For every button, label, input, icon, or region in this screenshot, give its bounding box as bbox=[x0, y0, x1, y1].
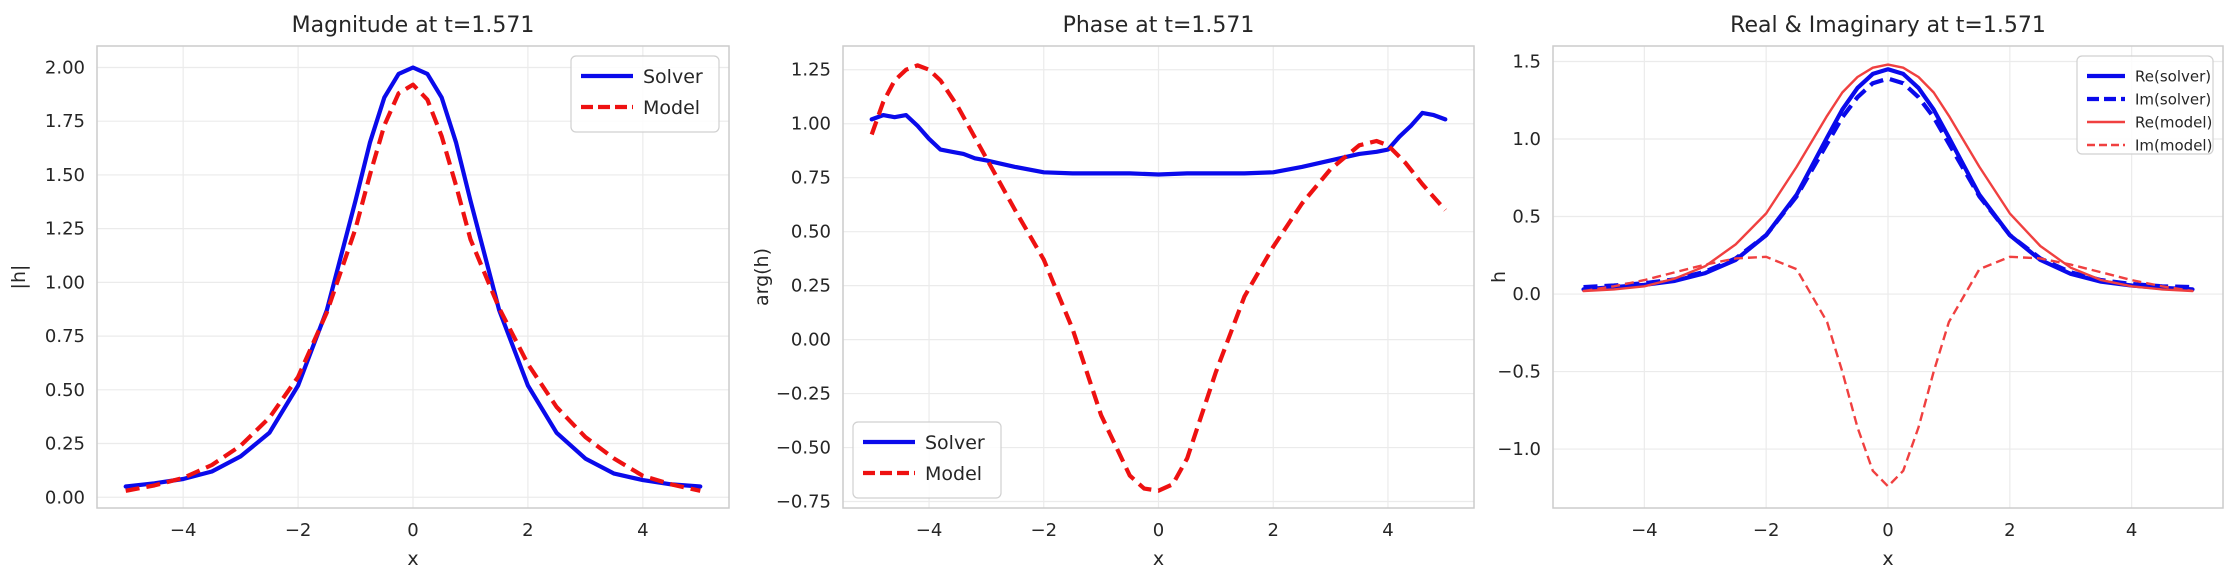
y-tick-label: 1.75 bbox=[45, 111, 85, 132]
x-tick-label: −4 bbox=[916, 520, 943, 541]
y-tick-label: 0.00 bbox=[791, 330, 831, 351]
legend: Solver Model bbox=[570, 55, 720, 133]
x-tick-label: −4 bbox=[170, 520, 197, 541]
y-tick-label: 1.00 bbox=[791, 114, 831, 135]
legend-box bbox=[2076, 55, 2214, 155]
legend-label: Solver bbox=[925, 432, 985, 454]
legend-label: Solver bbox=[643, 66, 703, 88]
y-tick-label: 1.25 bbox=[45, 219, 85, 240]
x-tick-label: 2 bbox=[2004, 520, 2015, 541]
x-tick-label: 4 bbox=[1382, 520, 1393, 541]
y-tick-label: 1.0 bbox=[1512, 129, 1541, 150]
y-tick-label: 0.75 bbox=[791, 168, 831, 189]
series-line-re-solver- bbox=[1581, 67, 2195, 292]
y-tick-label: 1.5 bbox=[1512, 52, 1541, 73]
x-tick-label: −4 bbox=[1631, 520, 1658, 541]
y-tick-label: −0.25 bbox=[776, 384, 831, 405]
chart-title: Phase at t=1.571 bbox=[1063, 13, 1255, 38]
series-group bbox=[869, 63, 1448, 493]
legend-label: Re(solver) bbox=[2135, 67, 2211, 85]
legend-label: Model bbox=[925, 463, 982, 485]
x-tick-label: 4 bbox=[637, 520, 648, 541]
x-tick-label: 4 bbox=[2126, 520, 2137, 541]
x-tick-label: 2 bbox=[522, 520, 533, 541]
legend-label: Re(model) bbox=[2135, 113, 2212, 131]
series-line-model bbox=[869, 63, 1447, 493]
x-axis-label: x bbox=[1153, 548, 1164, 570]
y-tick-label: −1.0 bbox=[1497, 439, 1541, 460]
legend: Solver Model bbox=[852, 421, 1002, 499]
x-tick-label: −2 bbox=[285, 520, 312, 541]
legend: Re(solver) Im(solver) Re(model) Im(model) bbox=[2076, 55, 2214, 155]
y-axis-label: |h| bbox=[8, 265, 30, 290]
chart-title: Real & Imaginary at t=1.571 bbox=[1730, 13, 2046, 38]
series-line-solver bbox=[869, 110, 1448, 177]
x-tick-label: −2 bbox=[1753, 520, 1780, 541]
series-group bbox=[123, 65, 703, 493]
y-tick-label: −0.75 bbox=[776, 492, 831, 513]
plot-frame bbox=[1552, 45, 2224, 509]
y-tick-label: 2.00 bbox=[45, 57, 85, 78]
y-tick-label: 0.25 bbox=[45, 434, 85, 455]
series-line-re-model- bbox=[1582, 63, 2194, 293]
chart-panel-3: −4 −2 0 2 4 −1.0 −0.5 0.0 0.5 1.0 1.5 Real & Imagin… bbox=[1488, 13, 2224, 570]
x-axis-label: x bbox=[1882, 548, 1893, 570]
y-tick-label: 0.75 bbox=[45, 326, 85, 347]
y-tick-label: 0.50 bbox=[791, 222, 831, 243]
y-axis-label: h bbox=[1488, 271, 1510, 283]
y-tick-label: 1.25 bbox=[791, 60, 831, 81]
y-tick-label: 1.00 bbox=[45, 272, 85, 293]
series-group bbox=[1581, 63, 2195, 488]
series-line-solver bbox=[123, 65, 703, 489]
x-tick-label: 0 bbox=[1153, 520, 1164, 541]
chart-panel-2: −4 −2 0 2 4 −0.75 −0.50 −0.25 0.00 0.25 0.50 0.75 1.… bbox=[751, 13, 1475, 570]
y-axis-label: arg(h) bbox=[751, 248, 773, 306]
legend-label: Im(model) bbox=[2135, 136, 2212, 154]
x-tick-label: −2 bbox=[1030, 520, 1057, 541]
plot-frame bbox=[842, 45, 1475, 509]
series-line-im-model- bbox=[1583, 255, 2193, 488]
y-tick-label: 0.25 bbox=[791, 276, 831, 297]
y-tick-label: 0.50 bbox=[45, 380, 85, 401]
chart-panel-1: −4 −2 0 2 4 0.00 0.25 0.50 0.75 1.00 1.25 1.50 1.75 2… bbox=[8, 13, 730, 570]
x-tick-label: 0 bbox=[1882, 520, 1893, 541]
x-tick-label: 0 bbox=[407, 520, 418, 541]
y-tick-label: 0.0 bbox=[1512, 284, 1541, 305]
legend-label: Im(solver) bbox=[2135, 90, 2211, 108]
plot-frame bbox=[96, 45, 730, 509]
y-tick-label: 0.00 bbox=[45, 487, 85, 508]
y-tick-label: −0.50 bbox=[776, 438, 831, 459]
legend-label: Model bbox=[643, 97, 700, 119]
y-tick-label: 0.5 bbox=[1512, 207, 1541, 228]
series-line-model bbox=[125, 82, 701, 493]
y-tick-label: 1.50 bbox=[45, 165, 85, 186]
x-tick-label: 2 bbox=[1268, 520, 1279, 541]
y-tick-label: −0.5 bbox=[1497, 362, 1541, 383]
chart-title: Magnitude at t=1.571 bbox=[292, 13, 535, 38]
x-axis-label: x bbox=[407, 548, 418, 570]
